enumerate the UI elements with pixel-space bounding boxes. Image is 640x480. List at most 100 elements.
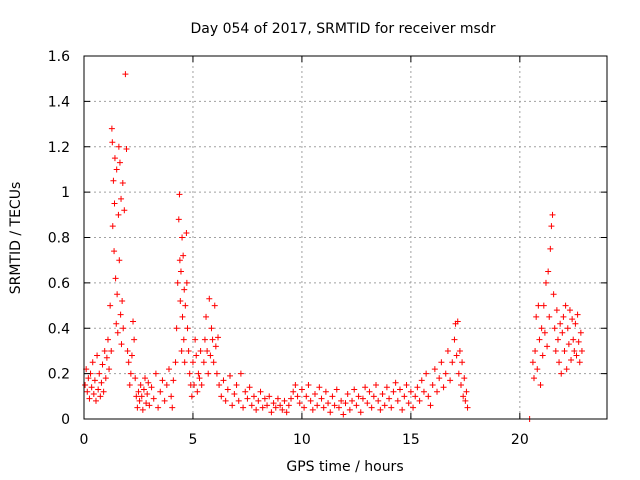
- data-point: [529, 359, 536, 366]
- data-point: [128, 352, 135, 359]
- data-point: [272, 404, 279, 411]
- data-point: [119, 180, 126, 187]
- data-point: [447, 377, 454, 384]
- data-point: [444, 347, 451, 354]
- data-point: [113, 320, 120, 327]
- data-point: [235, 397, 242, 404]
- data-point: [188, 393, 195, 400]
- data-point: [122, 71, 129, 78]
- data-point: [281, 397, 288, 404]
- data-point: [462, 397, 469, 404]
- data-point: [185, 347, 192, 354]
- data-point: [174, 279, 181, 286]
- y-tick-label: 0.8: [48, 231, 70, 247]
- x-tick-label: 15: [402, 432, 420, 448]
- data-point: [176, 257, 183, 264]
- data-point: [544, 343, 551, 350]
- data-point: [206, 295, 213, 302]
- data-point: [257, 388, 264, 395]
- data-point: [414, 384, 421, 391]
- data-point: [109, 139, 116, 146]
- data-point: [111, 155, 118, 162]
- data-point: [533, 313, 540, 320]
- data-point: [285, 402, 292, 409]
- data-point: [96, 370, 103, 377]
- data-point: [89, 359, 96, 366]
- data-point: [111, 248, 118, 255]
- data-point: [427, 402, 434, 409]
- data-point: [456, 347, 463, 354]
- data-point: [201, 336, 208, 343]
- data-point: [220, 377, 227, 384]
- data-point: [436, 375, 443, 382]
- data-point: [88, 384, 95, 391]
- data-point: [279, 406, 286, 413]
- data-point: [242, 388, 249, 395]
- data-point: [115, 211, 122, 218]
- data-point: [407, 388, 414, 395]
- data-point: [288, 395, 295, 402]
- data-point: [127, 370, 134, 377]
- data-point: [233, 381, 240, 388]
- data-point: [553, 307, 560, 314]
- data-point: [180, 336, 187, 343]
- data-point: [557, 320, 564, 327]
- data-point: [399, 406, 406, 413]
- data-point: [191, 381, 198, 388]
- x-axis-label: GPS time / hours: [286, 459, 403, 475]
- data-point: [442, 370, 449, 377]
- data-point: [296, 400, 303, 407]
- data-point: [383, 384, 390, 391]
- data-point: [546, 313, 553, 320]
- data-point: [253, 406, 260, 413]
- data-point: [101, 347, 108, 354]
- data-point: [124, 347, 131, 354]
- data-point: [464, 404, 471, 411]
- data-point: [331, 402, 338, 409]
- data-point: [106, 366, 113, 373]
- data-point: [108, 125, 115, 132]
- data-point: [200, 359, 207, 366]
- data-point: [572, 320, 579, 327]
- data-point: [250, 393, 257, 400]
- data-point: [136, 397, 143, 404]
- data-point: [116, 257, 123, 264]
- data-point: [283, 409, 290, 416]
- data-point: [368, 404, 375, 411]
- data-point: [143, 400, 150, 407]
- data-point: [139, 406, 146, 413]
- data-point: [569, 316, 576, 323]
- data-point: [335, 404, 342, 411]
- data-point: [386, 395, 393, 402]
- data-point: [577, 329, 584, 336]
- data-point: [423, 370, 430, 377]
- data-point: [142, 375, 149, 382]
- data-point: [231, 391, 238, 398]
- data-point: [294, 393, 301, 400]
- data-point: [545, 268, 552, 275]
- data-point: [132, 375, 139, 382]
- data-point: [298, 386, 305, 393]
- data-point: [573, 352, 580, 359]
- y-tick-label: 1.6: [48, 49, 70, 65]
- data-point: [359, 395, 366, 402]
- data-point: [320, 404, 327, 411]
- data-point: [197, 347, 204, 354]
- data-point: [362, 384, 369, 391]
- data-point: [183, 279, 190, 286]
- data-point: [559, 329, 566, 336]
- data-point: [246, 384, 253, 391]
- data-point: [451, 336, 458, 343]
- y-tick-label: 1.4: [48, 94, 70, 110]
- data-point: [178, 347, 185, 354]
- data-point: [165, 366, 172, 373]
- data-point: [198, 381, 205, 388]
- data-point: [420, 388, 427, 395]
- data-point: [203, 313, 210, 320]
- data-point: [227, 372, 234, 379]
- data-point: [104, 336, 111, 343]
- data-point: [180, 252, 187, 259]
- data-point: [434, 388, 441, 395]
- data-point: [209, 336, 216, 343]
- data-point: [212, 343, 219, 350]
